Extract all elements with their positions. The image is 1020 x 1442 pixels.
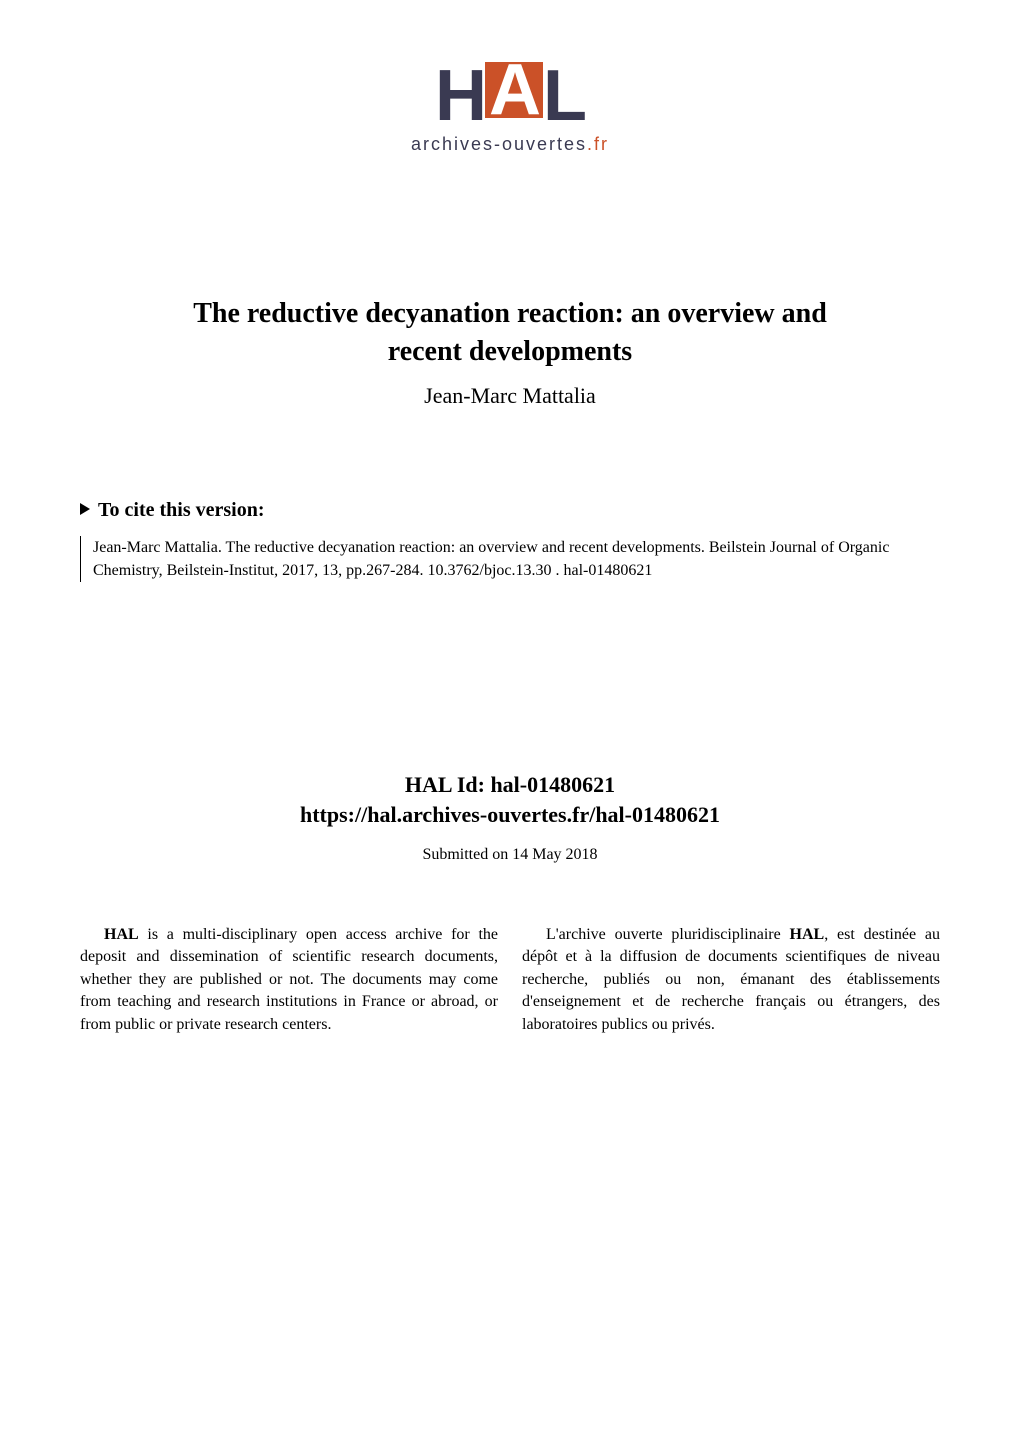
cite-section: To cite this version: Jean-Marc Mattalia… xyxy=(80,499,940,582)
cite-heading-text: To cite this version: xyxy=(98,499,264,521)
logo-letter-h: H xyxy=(435,56,485,136)
logo-subtitle-main: archives-ouvertes xyxy=(411,134,587,154)
description-left-bold: HAL xyxy=(104,926,139,943)
submitted-line: Submitted on 14 May 2018 xyxy=(80,846,940,864)
description-right-text: L'archive ouverte pluridisciplinaire HAL… xyxy=(522,926,940,1033)
hal-id-line: HAL Id: hal-01480621 xyxy=(80,772,940,798)
arrow-right-icon xyxy=(80,503,90,515)
cite-body: Jean-Marc Mattalia. The reductive decyan… xyxy=(80,536,940,582)
description-right-bold: HAL xyxy=(790,926,825,943)
hal-logo-section: HAL archives-ouvertes.fr xyxy=(80,60,940,155)
paper-title-line2: recent developments xyxy=(80,333,940,371)
logo-subtitle-suffix: .fr xyxy=(587,134,609,154)
paper-title-line1: The reductive decyanation reaction: an o… xyxy=(80,295,940,333)
hal-url-line: https://hal.archives-ouvertes.fr/hal-014… xyxy=(80,802,940,828)
description-right: L'archive ouverte pluridisciplinaire HAL… xyxy=(522,924,940,1036)
description-left: HAL is a multi-disciplinary open access … xyxy=(80,924,498,1036)
hal-id-section: HAL Id: hal-01480621 https://hal.archive… xyxy=(80,772,940,864)
paper-author: Jean-Marc Mattalia xyxy=(80,383,940,409)
cite-heading: To cite this version: xyxy=(80,499,940,522)
paper-title: The reductive decyanation reaction: an o… xyxy=(80,295,940,371)
hal-logo-subtitle: archives-ouvertes.fr xyxy=(411,134,609,155)
title-section: The reductive decyanation reaction: an o… xyxy=(80,295,940,409)
description-section: HAL is a multi-disciplinary open access … xyxy=(80,924,940,1036)
description-left-text: is a multi-disciplinary open access arch… xyxy=(80,926,498,1033)
logo-letter-a: A xyxy=(485,62,543,118)
logo-letter-l: L xyxy=(543,56,585,136)
hal-logo: HAL archives-ouvertes.fr xyxy=(411,60,609,155)
hal-logo-text: HAL xyxy=(411,60,609,132)
